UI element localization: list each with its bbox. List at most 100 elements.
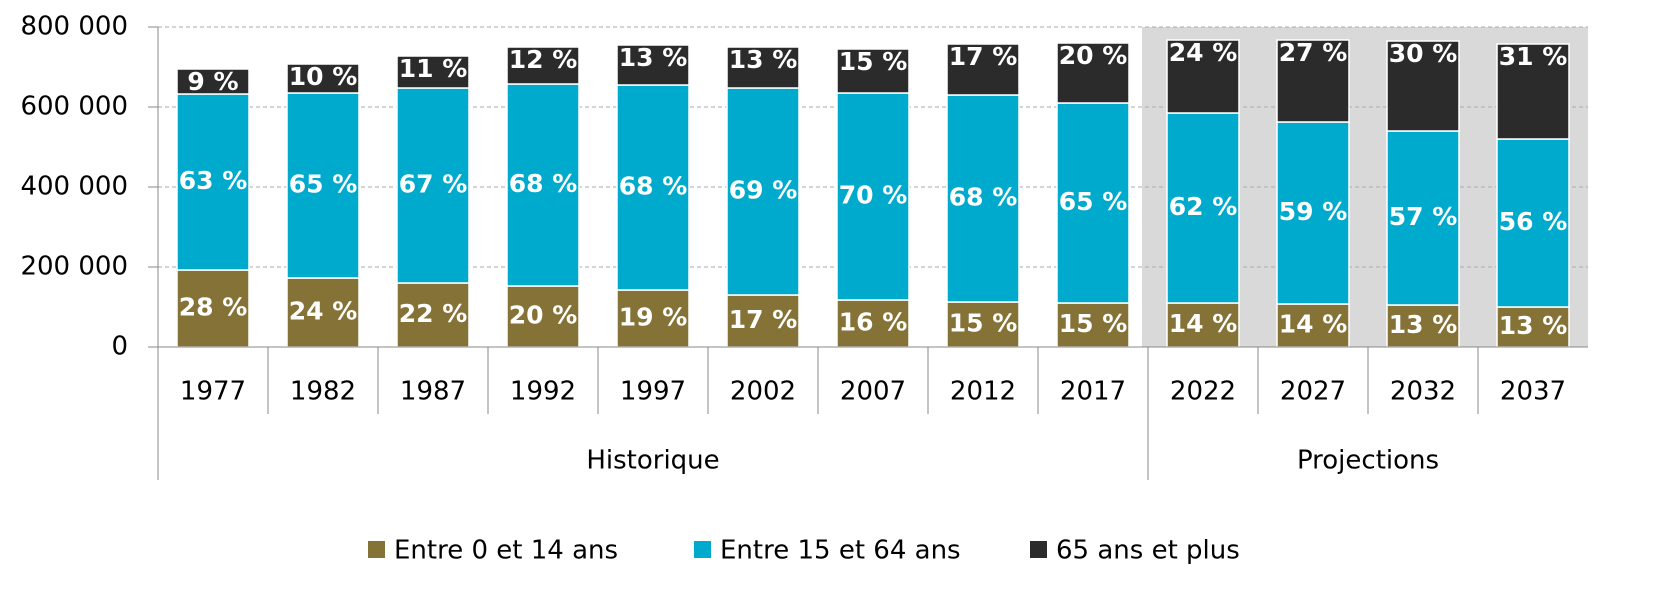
bar-segment xyxy=(176,68,250,95)
x-tick-label: 1992 xyxy=(510,377,576,407)
bar-segment xyxy=(286,63,360,94)
bar-segment xyxy=(506,83,580,287)
data-label: 31 % xyxy=(1499,42,1568,71)
bar-segment xyxy=(836,92,910,301)
data-label: 30 % xyxy=(1389,39,1458,68)
data-label: 69 % xyxy=(729,176,798,205)
data-label: 17 % xyxy=(949,42,1018,71)
bar-segment xyxy=(1276,39,1350,123)
x-tick-label: 1982 xyxy=(290,377,356,407)
x-tick-label: 2027 xyxy=(1280,377,1346,407)
bar-segment xyxy=(1386,40,1460,132)
x-tick-label: 2007 xyxy=(840,377,906,407)
data-label: 62 % xyxy=(1169,192,1238,221)
bar-segment xyxy=(616,84,690,291)
x-tick-label: 1977 xyxy=(180,377,246,407)
data-label: 68 % xyxy=(619,172,688,201)
bar-segment xyxy=(1496,138,1570,308)
bar-segment xyxy=(726,294,800,348)
data-label: 65 % xyxy=(1059,187,1128,216)
data-label: 15 % xyxy=(839,47,908,76)
bar-segment xyxy=(1496,43,1570,140)
bar-segment xyxy=(1056,102,1130,304)
group-label: Projections xyxy=(1297,446,1439,476)
legend-label: Entre 15 et 64 ans xyxy=(720,536,961,566)
bar-segment xyxy=(1056,302,1130,348)
data-label: 20 % xyxy=(1059,41,1128,70)
data-label: 63 % xyxy=(179,166,248,195)
data-label: 24 % xyxy=(289,297,358,326)
bar-segment xyxy=(616,44,690,86)
data-label: 28 % xyxy=(179,293,248,322)
bar-segment xyxy=(176,269,250,348)
data-label: 13 % xyxy=(1499,311,1568,340)
data-label: 59 % xyxy=(1279,197,1348,226)
bar-segment xyxy=(946,43,1020,96)
legend-swatch xyxy=(1030,541,1047,558)
data-label: 22 % xyxy=(399,299,468,328)
data-label: 57 % xyxy=(1389,202,1458,231)
data-label: 15 % xyxy=(949,309,1018,338)
bar-segment xyxy=(396,282,470,348)
data-label: 13 % xyxy=(729,45,798,74)
data-label: 19 % xyxy=(619,303,688,332)
data-label: 12 % xyxy=(509,45,578,74)
bar-segment xyxy=(1166,39,1240,114)
data-label: 70 % xyxy=(839,181,908,210)
data-label: 14 % xyxy=(1169,309,1238,338)
data-label: 16 % xyxy=(839,308,908,337)
data-label: 67 % xyxy=(399,170,468,199)
data-label: 56 % xyxy=(1499,207,1568,236)
bar-segment xyxy=(946,301,1020,348)
legend-label: Entre 0 et 14 ans xyxy=(394,536,618,566)
y-tick-label: 800 000 xyxy=(20,12,128,42)
data-label: 14 % xyxy=(1279,310,1348,339)
bar-segment xyxy=(1386,304,1460,348)
data-label: 13 % xyxy=(619,43,688,72)
data-label: 17 % xyxy=(729,305,798,334)
legend-swatch xyxy=(694,541,711,558)
bar-segment xyxy=(726,46,800,89)
bar-segment xyxy=(836,299,910,348)
bar-segment xyxy=(1276,303,1350,348)
y-tick-label: 600 000 xyxy=(20,92,128,122)
x-tick-label: 2012 xyxy=(950,377,1016,407)
bar-segment xyxy=(1276,121,1350,305)
bar-segment xyxy=(506,285,580,348)
bar-segment xyxy=(176,93,250,271)
bar-segment xyxy=(836,48,910,94)
data-label: 20 % xyxy=(509,301,578,330)
data-label: 27 % xyxy=(1279,38,1348,67)
x-tick-label: 1987 xyxy=(400,377,466,407)
y-tick-label: 200 000 xyxy=(20,252,128,282)
y-tick-label: 0 xyxy=(111,332,128,362)
data-label: 13 % xyxy=(1389,310,1458,339)
bar-segment xyxy=(396,55,470,89)
x-tick-label: 2017 xyxy=(1060,377,1126,407)
bar-segment xyxy=(946,94,1020,303)
data-label: 68 % xyxy=(509,169,578,198)
data-label: 11 % xyxy=(399,54,468,83)
data-label: 15 % xyxy=(1059,309,1128,338)
legend-swatch xyxy=(368,541,385,558)
data-label: 68 % xyxy=(949,183,1018,212)
bar-segment xyxy=(726,87,800,296)
bar-segment xyxy=(396,87,470,284)
bar-segment xyxy=(506,46,580,85)
data-label: 65 % xyxy=(289,170,358,199)
legend-label: 65 ans et plus xyxy=(1056,536,1240,566)
group-label: Historique xyxy=(586,446,719,476)
x-tick-label: 1997 xyxy=(620,377,686,407)
x-tick-label: 2032 xyxy=(1390,377,1456,407)
bar-segment xyxy=(286,92,360,279)
data-label: 24 % xyxy=(1169,38,1238,67)
data-label: 10 % xyxy=(289,62,358,91)
x-tick-label: 2002 xyxy=(730,377,796,407)
data-label: 9 % xyxy=(187,67,238,96)
x-tick-label: 2022 xyxy=(1170,377,1236,407)
bar-segment xyxy=(616,289,690,348)
bar-segment xyxy=(1056,42,1130,104)
y-tick-label: 400 000 xyxy=(20,172,128,202)
x-tick-label: 2037 xyxy=(1500,377,1566,407)
